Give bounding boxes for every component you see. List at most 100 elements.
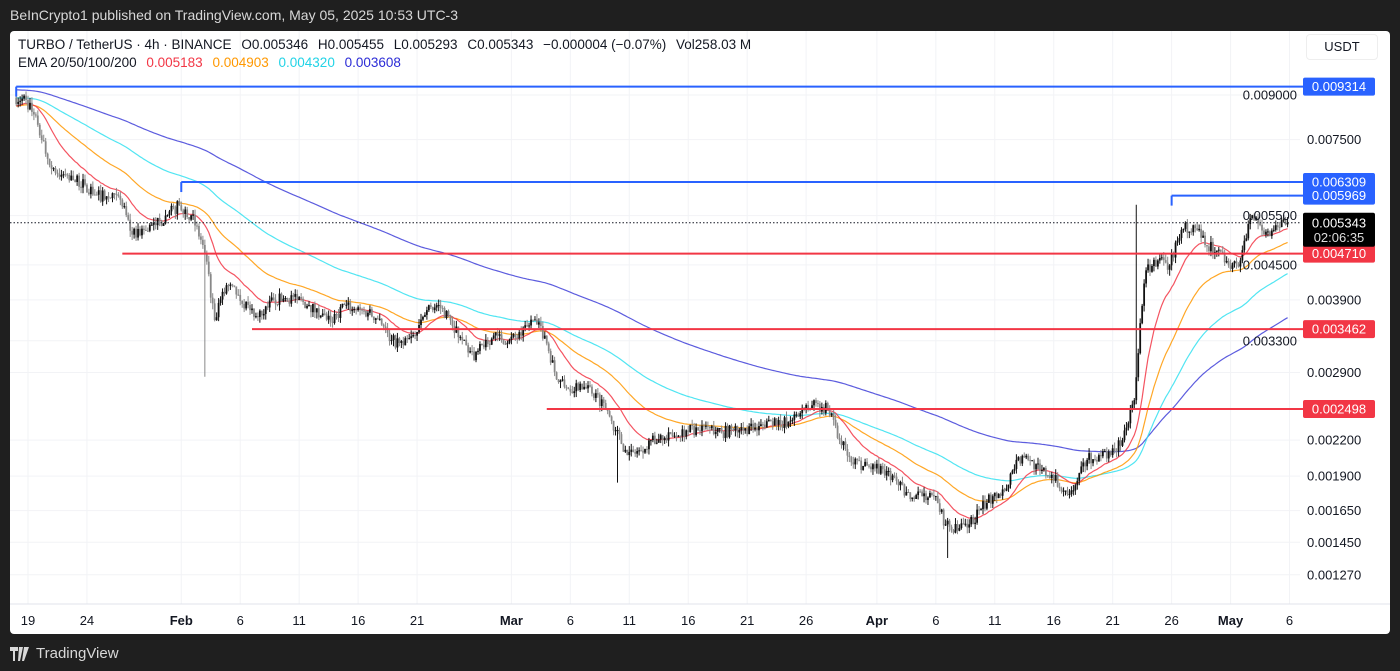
candle-body (818, 403, 821, 412)
candle-body (986, 502, 988, 509)
candle-body (123, 206, 126, 208)
candle-body (1268, 231, 1271, 236)
candle-body (870, 466, 872, 470)
candle-body (245, 301, 248, 309)
candle-body (760, 424, 762, 427)
candle-body (1253, 215, 1256, 221)
candle-body (866, 461, 868, 466)
candle-body (970, 517, 973, 525)
candle-body (978, 509, 980, 511)
candle-body (883, 469, 886, 476)
candle-body (129, 219, 132, 231)
candle-body (1233, 261, 1236, 264)
candle-body (201, 239, 204, 245)
candle-body (1046, 475, 1049, 477)
candle-body (1029, 459, 1032, 461)
candle-body (184, 209, 187, 214)
candle-body (612, 420, 615, 431)
candle-body (251, 308, 253, 311)
candle-body (510, 336, 513, 341)
candle-body (170, 205, 173, 212)
candle-body (1156, 260, 1159, 267)
candle-body (1149, 264, 1151, 272)
candle-body (1263, 230, 1265, 235)
candle-body (1129, 408, 1132, 424)
candle-body (321, 313, 324, 316)
candle-body (40, 135, 43, 141)
candle-body (787, 421, 790, 427)
candle-body (748, 426, 751, 435)
support-price-label: 0.002498 (1312, 402, 1366, 417)
candle-body (634, 452, 637, 454)
candle-body (944, 524, 947, 526)
candle-body (1041, 469, 1043, 471)
ema-label[interactable]: EMA 20/50/100/200 (18, 55, 137, 70)
candle-body (718, 427, 721, 429)
candle-body (738, 430, 741, 433)
tradingview-logo[interactable]: TradingView (10, 645, 119, 662)
candle-body (589, 385, 591, 387)
chart-panel[interactable]: 19 24 Feb 6 11 16 21 Mar 6 11 16 21 26 Apr 6 11 16 21 26 Ma… (10, 31, 1390, 634)
candle-body (872, 464, 874, 470)
candle-body (1021, 455, 1024, 464)
candle-body (166, 215, 169, 217)
candle-body (1166, 262, 1169, 270)
candle-body (1111, 448, 1114, 456)
candle-body (689, 424, 692, 433)
candle-body (742, 427, 745, 431)
candle-body (288, 301, 291, 304)
price-chart[interactable]: 19 24 Feb 6 11 16 21 Mar 6 11 16 21 26 Apr 6 11 16 21 26 Ma… (10, 31, 1390, 634)
candle-body (530, 319, 532, 326)
candle-body (807, 404, 810, 409)
candle-body (1062, 490, 1065, 492)
candle-body (319, 315, 322, 318)
candle-body (433, 307, 436, 311)
candle-body (152, 222, 155, 225)
candle-body (616, 429, 619, 431)
candle-body (938, 503, 941, 512)
candle-body (879, 466, 882, 474)
candle-body (1267, 231, 1269, 233)
currency-button[interactable]: USDT (1306, 34, 1378, 60)
price-tick-label: 0.003900 (1307, 292, 1361, 307)
candle-body (610, 416, 613, 421)
candle-body (325, 313, 328, 320)
time-tick-label: Apr (866, 613, 888, 628)
candle-body (333, 314, 336, 323)
candle-body (125, 206, 128, 216)
ema200-line (16, 89, 1288, 453)
candle-body (622, 443, 625, 452)
candle-body (367, 312, 369, 317)
candle-body (414, 335, 417, 337)
candle-body (255, 316, 257, 318)
candle-body (103, 190, 106, 200)
candle-body (46, 153, 49, 159)
candle-body (449, 315, 452, 321)
candle-body (221, 291, 224, 300)
candle-body (508, 340, 511, 343)
candle-body (76, 175, 79, 182)
candle-body (1192, 225, 1195, 233)
candle-body (1066, 490, 1069, 495)
symbol-info[interactable]: TURBO / TetherUS · 4h · BINANCE (18, 37, 232, 52)
candle-body (942, 509, 945, 526)
candle-body (575, 383, 578, 392)
candle-body (398, 338, 401, 343)
candle-body (66, 174, 69, 176)
candle-body (486, 340, 489, 344)
candle-body (306, 305, 308, 308)
candle-body (1044, 467, 1047, 476)
candle-body (520, 332, 523, 336)
candle-body (347, 302, 350, 305)
candle-body (844, 441, 847, 449)
candle-body (17, 101, 20, 105)
candle-body (1074, 485, 1077, 491)
candle-body (437, 304, 440, 306)
time-tick-label: 21 (740, 613, 754, 628)
candle-body (180, 205, 183, 211)
candle-body (897, 481, 900, 486)
candle-body (779, 420, 782, 426)
candle-body (247, 301, 249, 305)
candle-body (1037, 463, 1039, 465)
candle-body (991, 496, 994, 504)
